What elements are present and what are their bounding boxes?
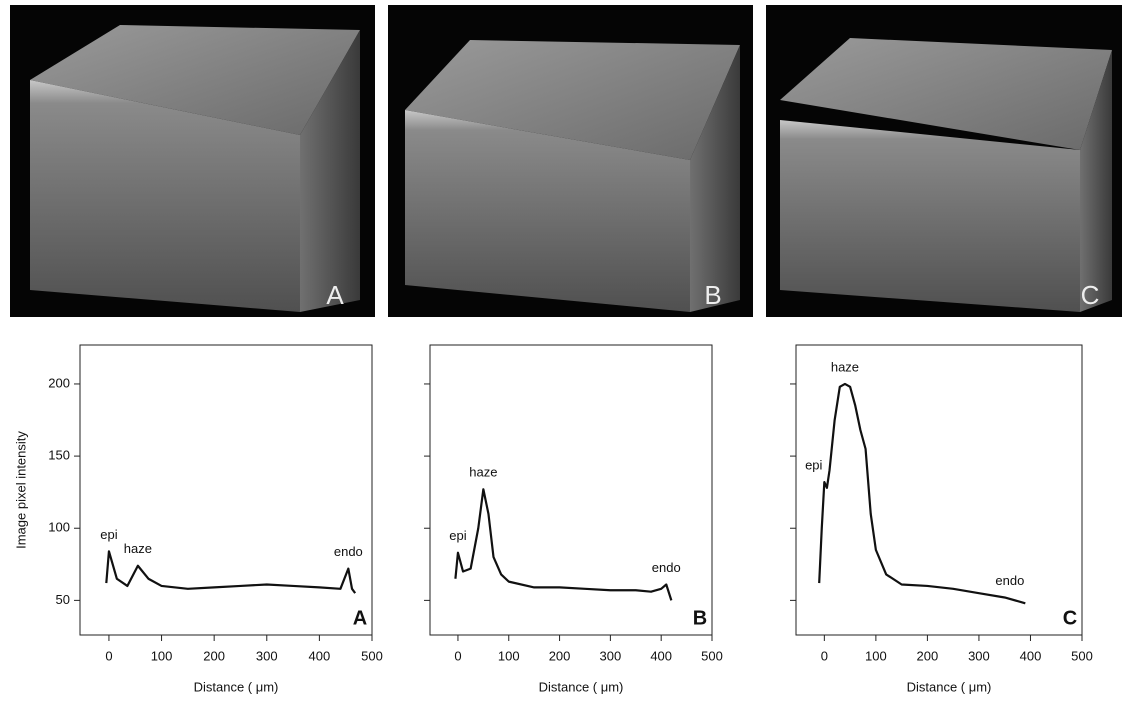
- x-tick-label: 300: [968, 648, 990, 663]
- x-tick-label: 100: [498, 648, 520, 663]
- panel-label: A: [353, 607, 367, 629]
- x-tick-label: 0: [821, 648, 828, 663]
- y-tick-label: 50: [56, 592, 70, 607]
- x-tick-label: 0: [105, 648, 112, 663]
- x-tick-label: 400: [1020, 648, 1042, 663]
- annotation: endo: [334, 544, 363, 559]
- y-axis-label: Image pixel intensity: [13, 431, 28, 549]
- x-tick-label: 200: [917, 648, 939, 663]
- x-axis-label: Distance ( μm): [194, 679, 279, 694]
- image-b: [388, 5, 753, 317]
- annotation: epi: [100, 527, 117, 542]
- x-tick-label: 400: [650, 648, 672, 663]
- y-tick-label: 100: [48, 520, 70, 535]
- x-tick-label: 200: [203, 648, 225, 663]
- annotation: endo: [652, 560, 681, 575]
- x-axis-label: Distance ( μm): [539, 679, 624, 694]
- y-tick-label: 200: [48, 375, 70, 390]
- x-axis-label: Distance ( μm): [907, 679, 992, 694]
- x-tick-label: 100: [151, 648, 173, 663]
- x-tick-label: 0: [454, 648, 461, 663]
- y-tick-label: 150: [48, 448, 70, 463]
- x-tick-label: 400: [309, 648, 331, 663]
- line: [454, 488, 673, 601]
- plot-frame: [429, 344, 713, 636]
- annotation: haze: [124, 541, 152, 556]
- image-label: C: [1081, 280, 1100, 310]
- annotation: endo: [995, 573, 1024, 588]
- x-tick-label: 300: [600, 648, 622, 663]
- plot-frame: [795, 344, 1083, 636]
- image-c: [766, 5, 1122, 317]
- x-tick-label: 100: [865, 648, 887, 663]
- annotation: haze: [469, 465, 497, 480]
- image-label: B: [704, 280, 721, 310]
- x-tick-label: 500: [701, 648, 723, 663]
- panel-label: B: [693, 607, 707, 629]
- panel-label: C: [1063, 607, 1077, 629]
- annotation: epi: [805, 458, 822, 473]
- image-a: [10, 5, 375, 317]
- line: [818, 382, 1026, 605]
- annotation: haze: [831, 359, 859, 374]
- x-tick-label: 300: [256, 648, 278, 663]
- annotation: epi: [449, 528, 466, 543]
- image-label: A: [326, 280, 344, 310]
- x-tick-label: 200: [549, 648, 571, 663]
- x-tick-label: 500: [361, 648, 383, 663]
- line: [105, 550, 357, 594]
- plot-frame: [79, 344, 373, 636]
- x-tick-label: 500: [1071, 648, 1093, 663]
